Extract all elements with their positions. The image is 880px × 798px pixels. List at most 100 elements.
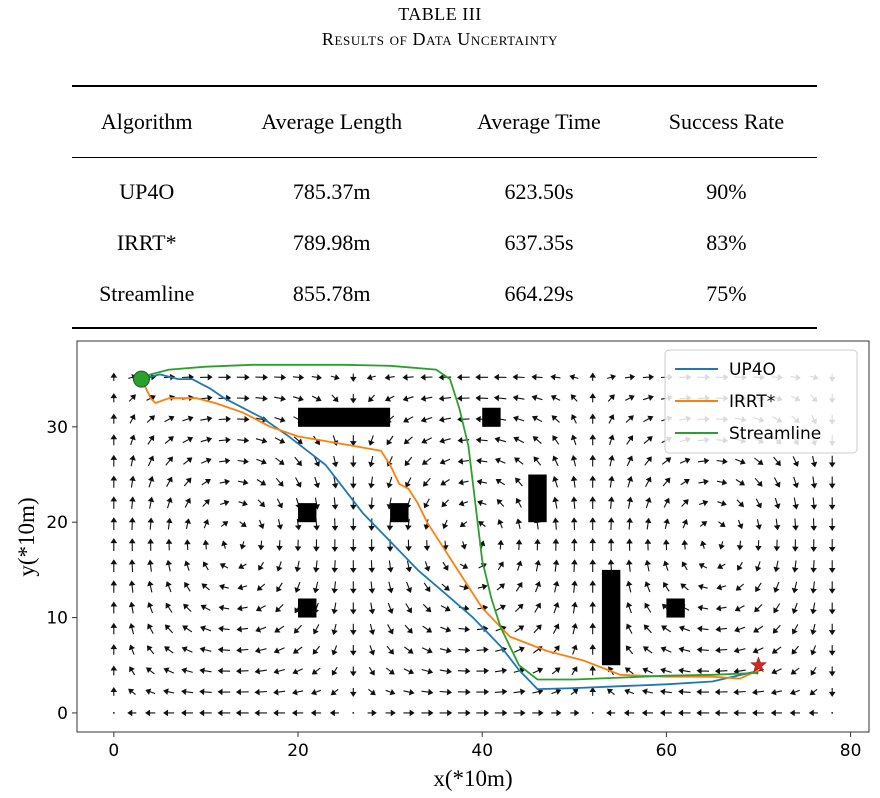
- flow-arrow: [734, 605, 745, 612]
- flow-arrow: [589, 559, 597, 572]
- flow-arrow: [330, 688, 339, 696]
- flow-arrow: [405, 560, 413, 573]
- flow-arrow: [239, 521, 247, 528]
- flow-arrow: [532, 415, 543, 423]
- flow-arrow: [792, 518, 799, 531]
- flow-arrow: [349, 476, 357, 489]
- flow-arrow: [310, 709, 322, 717]
- flow-arrow: [497, 519, 504, 529]
- flow-arrow: [753, 625, 764, 633]
- flow-arrow: [770, 689, 783, 696]
- flow-arrow: [441, 583, 450, 591]
- flow-arrow: [200, 457, 212, 464]
- flow-arrow: [331, 666, 338, 676]
- flow-arrow: [644, 559, 652, 572]
- flow-arrow: [476, 667, 490, 675]
- flow-arrow: [792, 476, 799, 489]
- y-axis-label: y(*10m): [14, 497, 39, 576]
- cell-average-time: 664.29s: [504, 280, 574, 306]
- y-tick-label: 20: [46, 513, 68, 533]
- flow-arrow: [733, 647, 746, 654]
- flow-arrow: [165, 602, 173, 613]
- flow-arrow: [201, 478, 211, 486]
- flow-arrow: [607, 517, 615, 531]
- flow-arrow: [680, 583, 689, 591]
- flow-arrow: [513, 646, 525, 653]
- flow-arrow: [515, 539, 523, 551]
- goal-marker: [750, 656, 767, 673]
- flow-arrow: [697, 583, 708, 591]
- flow-arrow: [349, 560, 357, 574]
- flow-arrow: [515, 497, 522, 508]
- cell-average-length: 789.98m: [292, 229, 371, 255]
- flow-arrow: [715, 604, 727, 612]
- flow-arrow: [331, 539, 339, 553]
- flow-arrow: [661, 457, 672, 465]
- flow-arrow: [718, 521, 726, 528]
- flow-arrow: [311, 689, 321, 696]
- flow-arrow: [311, 667, 321, 675]
- path-streamline: [141, 363, 759, 681]
- table-title: Results of Data Uncertainty: [321, 29, 559, 49]
- flow-arrow: [146, 645, 155, 655]
- flow-arrow: [789, 709, 800, 717]
- flow-arrow: [513, 436, 525, 444]
- flow-arrow: [439, 688, 453, 696]
- flow-arrow: [405, 581, 413, 593]
- flow-arrow: [202, 539, 210, 550]
- flow-arrow: [439, 667, 452, 675]
- flow-arrow: [236, 625, 249, 633]
- flow-arrow: [716, 478, 728, 486]
- flow-arrow: [773, 603, 781, 614]
- flow-arrow: [608, 434, 615, 446]
- flow-arrow: [202, 499, 210, 507]
- flow-arrow: [217, 646, 230, 654]
- flow-arrow: [238, 500, 248, 507]
- flow-arrow: [457, 667, 471, 675]
- flow-arrow: [331, 581, 338, 594]
- flow-arrow: [715, 625, 727, 633]
- cell-algorithm: UP4O: [119, 178, 175, 204]
- flow-arrow: [274, 625, 285, 633]
- flow-arrow: [458, 500, 469, 507]
- flow-arrow: [221, 540, 228, 549]
- flow-arrow: [495, 478, 506, 486]
- flow-arrow: [203, 519, 210, 529]
- flow-arrow: [110, 496, 118, 509]
- flow-arrow: [275, 457, 285, 465]
- flow-arrow: [699, 521, 708, 527]
- flow-arrow: [200, 436, 213, 444]
- flow-arrow: [164, 436, 174, 445]
- cell-average-time: 637.35s: [504, 229, 574, 255]
- flow-arrow: [791, 602, 798, 615]
- flow-arrow: [165, 456, 174, 466]
- x-tick-label: 20: [287, 741, 309, 761]
- flow-arrow: [532, 688, 544, 695]
- flow-arrow: [735, 583, 745, 591]
- flow-arrow: [146, 415, 156, 423]
- flow-arrow: [184, 539, 191, 551]
- flow-arrow: [145, 688, 156, 695]
- flow-arrow: [773, 539, 781, 552]
- flow-arrow: [220, 499, 230, 507]
- flow-arrow: [792, 539, 799, 552]
- flow-arrow: [552, 496, 559, 509]
- flow-arrow: [534, 538, 541, 551]
- flow-arrow: [387, 602, 394, 615]
- flow-arrow: [831, 712, 834, 714]
- flow-arrow: [828, 560, 836, 574]
- flow-arrow: [219, 457, 231, 465]
- obstacle: [298, 598, 317, 618]
- flow-arrow: [678, 688, 691, 696]
- flow-arrow: [202, 561, 209, 571]
- flow-arrow: [626, 455, 634, 467]
- flow-arrow: [681, 499, 689, 507]
- flow-arrow: [460, 541, 467, 550]
- flow-arrow: [752, 688, 764, 696]
- flow-arrow: [349, 666, 357, 677]
- flow-arrow: [254, 688, 267, 696]
- flow-arrow: [200, 415, 213, 423]
- flow-arrow: [570, 475, 578, 488]
- flow-arrow: [312, 581, 320, 594]
- flow-arrow: [626, 559, 633, 572]
